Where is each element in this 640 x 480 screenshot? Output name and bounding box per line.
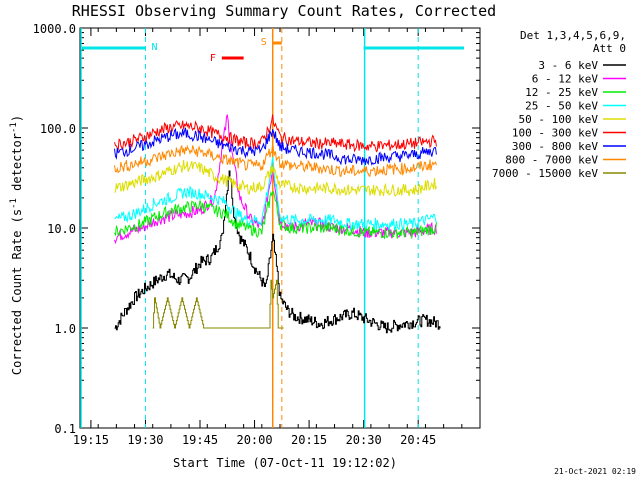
y-axis-label: Corrected Count Rate (s-1 detector-1) bbox=[9, 115, 24, 375]
night-label: N bbox=[151, 42, 157, 53]
series-group bbox=[114, 114, 441, 334]
x-axis-ticks: 19:15 19:30 19:45 20:00 20:15 20:30 20:45 bbox=[73, 28, 481, 447]
y-axis-label-end: ) bbox=[10, 115, 24, 122]
y-axis-label-mid: detector bbox=[10, 133, 24, 198]
y-tick-label: 10.0 bbox=[47, 222, 76, 236]
y-tick-label: 100.0 bbox=[40, 122, 76, 136]
saa-label: S bbox=[261, 37, 267, 48]
legend-header-detectors: Det 1,3,4,5,6,9, bbox=[520, 29, 626, 42]
series-line-6 bbox=[114, 127, 437, 166]
legend-entry-label: 25 - 50 keV bbox=[525, 100, 598, 113]
x-tick-label: 19:30 bbox=[127, 433, 163, 447]
legend-entry-label: 100 - 300 keV bbox=[512, 127, 598, 140]
render-timestamp: 21-Oct-2021 02:19 bbox=[554, 467, 636, 476]
series-line-0 bbox=[114, 170, 441, 334]
legend-entry-label: 300 - 800 keV bbox=[512, 140, 598, 153]
series-line-3 bbox=[114, 156, 437, 232]
legend-header-attenuator: Att 0 bbox=[593, 42, 626, 55]
series-line-8 bbox=[152, 279, 284, 329]
y-tick-label: 1.0 bbox=[54, 322, 76, 336]
series-line-4 bbox=[114, 160, 437, 197]
y-axis-label-sup2: -1 bbox=[9, 122, 19, 133]
x-tick-label: 19:15 bbox=[73, 433, 109, 447]
chart-title: RHESSI Observing Summary Count Rates, Co… bbox=[72, 2, 496, 20]
legend-entry-label: 12 - 25 keV bbox=[525, 86, 598, 99]
x-tick-label: 20:30 bbox=[346, 433, 382, 447]
x-axis-label: Start Time (07-Oct-11 19:12:02) bbox=[173, 456, 397, 470]
series-line-7 bbox=[114, 142, 437, 178]
x-tick-label: 20:15 bbox=[291, 433, 327, 447]
x-tick-label: 20:45 bbox=[400, 433, 436, 447]
y-tick-label: 0.1 bbox=[54, 422, 76, 436]
x-tick-label: 19:45 bbox=[182, 433, 218, 447]
y-axis-label-main: Corrected Count Rate (s bbox=[10, 209, 24, 375]
legend-entry-label: 50 - 100 keV bbox=[519, 113, 599, 126]
series-line-5 bbox=[114, 114, 437, 153]
x-tick-label: 20:00 bbox=[236, 433, 272, 447]
flare-label: F bbox=[210, 53, 216, 64]
legend-entry-label: 6 - 12 keV bbox=[532, 73, 599, 86]
y-tick-label: 1000.0 bbox=[33, 22, 76, 36]
y-axis-ticks: 0.1 1.0 10.0 100.0 1000.0 bbox=[33, 22, 480, 436]
y-axis-label-sup1: -1 bbox=[9, 198, 19, 209]
legend-entry-label: 800 - 7000 keV bbox=[505, 154, 598, 167]
series-line-2 bbox=[114, 190, 437, 240]
legend-entry-label: 7000 - 15000 keV bbox=[492, 167, 598, 180]
legend-entry-label: 3 - 6 keV bbox=[538, 59, 598, 72]
